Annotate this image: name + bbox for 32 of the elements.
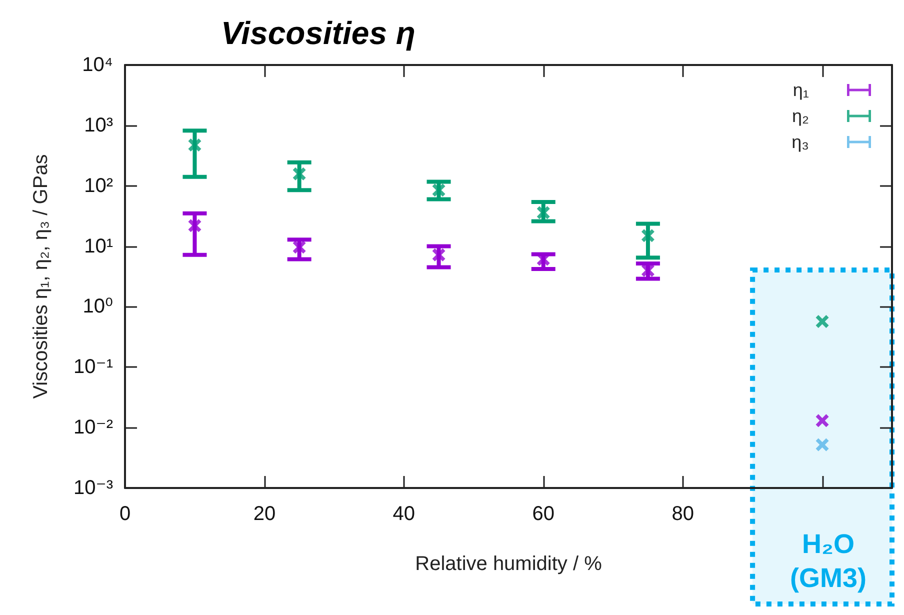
point xyxy=(188,219,202,232)
legend-label: η₃ xyxy=(792,132,809,152)
y-tick-label: 10⁻¹ xyxy=(74,356,114,378)
point xyxy=(432,248,446,262)
x-tick-label: 20 xyxy=(253,503,276,525)
point xyxy=(816,438,829,452)
point xyxy=(641,229,654,242)
point xyxy=(292,167,306,180)
y-tick-label: 10⁴ xyxy=(82,54,113,76)
x-tick-label: 60 xyxy=(532,503,554,525)
point xyxy=(536,206,550,220)
y-tick-label: 10² xyxy=(84,174,114,197)
point xyxy=(292,240,306,254)
chart-title: Viscosities η xyxy=(221,15,416,51)
y-axis-title: Viscosities η₁, η₂, η₃ / GPas xyxy=(30,154,52,399)
x-tick-label: 40 xyxy=(392,503,416,525)
x-tick-label: 0 xyxy=(119,503,131,525)
y-tick-label: 10⁻³ xyxy=(74,477,114,499)
legend-label: η₂ xyxy=(792,106,810,126)
legend-label: η₁ xyxy=(792,80,809,100)
point xyxy=(816,314,829,328)
point xyxy=(816,414,829,428)
y-tick-label: 10¹ xyxy=(84,235,114,258)
y-tick-label: 10⁻² xyxy=(74,416,114,439)
point xyxy=(432,184,446,197)
band-label: H₂O (GM3) xyxy=(790,529,867,593)
y-tick-label: 10³ xyxy=(84,114,114,136)
x-tick-label: 80 xyxy=(672,503,694,525)
point xyxy=(188,138,202,152)
point xyxy=(641,264,654,277)
x-axis-title: Relative humidity / % xyxy=(415,553,602,575)
y-tick-label: 10⁰ xyxy=(82,296,113,318)
